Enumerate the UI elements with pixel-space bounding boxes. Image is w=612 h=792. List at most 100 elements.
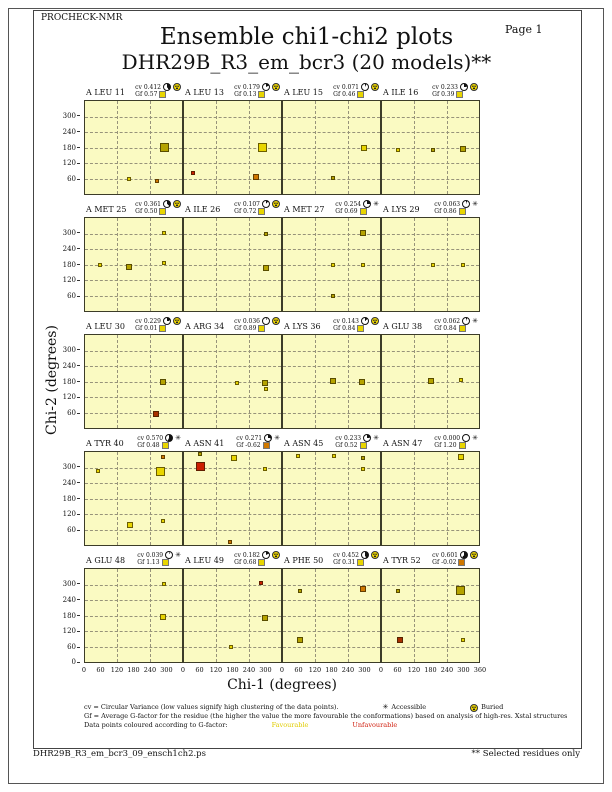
legend-line-1: cv = Circular Variance (low values signi… [84, 703, 554, 712]
gf-square-icon [159, 208, 167, 215]
plot-area [381, 334, 480, 429]
gridline-h-240 [85, 249, 182, 250]
data-point [230, 454, 237, 461]
gridline-v-240 [446, 452, 448, 545]
gridline-h-180 [283, 498, 380, 500]
buried-icon [470, 703, 479, 712]
y-tick-240: 240 [60, 362, 80, 370]
plot-area [381, 217, 480, 312]
data-point [263, 264, 270, 271]
gridline-h-240 [85, 483, 182, 484]
cv-value: cv 0.036 [234, 317, 260, 325]
gridline-v-240 [347, 101, 349, 194]
gf-row: Gf 0.48 [137, 442, 169, 449]
y-tick-120: 120 [60, 393, 80, 401]
gridline-h-60 [85, 295, 182, 297]
residue-label: A LEU 15 [284, 88, 323, 97]
gf-row: Gf 0.13 [234, 91, 266, 98]
gridline-h-180 [382, 615, 479, 617]
plot-cell-a-lys-36: A LYS 36 cv 0.143 Gf 0.84 [282, 312, 381, 429]
plot-cell-a-leu-30: A LEU 30 cv 0.229 Gf 0.01 [84, 312, 183, 429]
gf-square-icon [458, 208, 466, 215]
gf-row: Gf 0.46 [333, 91, 365, 98]
plot-cell-a-glu-38: A GLU 38 cv 0.062 ✳ Gf 0.84 [381, 312, 480, 429]
plot-area [381, 100, 480, 195]
gf-row: Gf 1.20 [434, 442, 466, 449]
cv-value: cv 0.570 [137, 434, 164, 442]
plot-area [381, 451, 480, 546]
plot-area [183, 100, 282, 195]
legend-favourable-label: Favourable [271, 721, 309, 729]
cv-row: cv 0.452 [333, 551, 379, 559]
gridline-v-120 [216, 452, 218, 545]
output-filename: DHR29B_R3_em_bcr3_09_ensch1ch2.ps [33, 749, 206, 759]
plot-header: A TYR 40 cv 0.570 ✳ Gf 0.48 [84, 431, 183, 449]
x-tick-180: 180 [226, 666, 239, 674]
cv-pie-icon [262, 200, 270, 208]
gridline-v-120 [315, 101, 317, 194]
plot-header: A ASN 47 cv 0.000 ✳ Gf 1.20 [381, 431, 480, 449]
x-tick-120: 120 [308, 666, 322, 674]
plot-header: A MET 25 cv 0.361 Gf 0.50 [84, 197, 183, 215]
gf-row: Gf 0.01 [135, 325, 167, 332]
gridline-v-120 [414, 452, 416, 545]
gridline-h-120 [283, 631, 380, 632]
x-tick-240: 240 [242, 666, 256, 674]
data-point [161, 260, 166, 265]
gf-square-icon [161, 442, 169, 449]
gf-row: Gf 1.13 [137, 559, 169, 566]
cv-row: cv 0.107 [234, 200, 280, 208]
cv-gf-block: cv 0.000 ✳ Gf 1.20 [434, 434, 480, 449]
data-point [330, 377, 337, 384]
selected-residues-note: ** Selected residues only [471, 749, 580, 759]
gf-square-icon [357, 91, 365, 98]
cv-gf-block: cv 0.143 Gf 0.84 [333, 317, 381, 332]
plot-cell-a-tyr-40: A TYR 40 cv 0.570 ✳ Gf 0.48 [84, 429, 183, 546]
gf-square-icon [262, 442, 270, 449]
accessible-icon: ✳ [373, 433, 379, 442]
gf-square-icon [258, 325, 266, 332]
x-tick-0: 0 [81, 666, 87, 674]
gridline-v-120 [414, 335, 416, 428]
cv-value: cv 0.229 [135, 317, 161, 325]
y-tick-180: 180 [60, 612, 80, 620]
gridline-h-60 [184, 529, 281, 531]
cv-value: cv 0.143 [333, 317, 359, 325]
gridline-v-120 [315, 569, 317, 662]
gridline-h-300 [382, 467, 479, 469]
data-point [253, 174, 260, 181]
gridline-h-120 [283, 163, 380, 164]
plot-area [84, 217, 183, 312]
gf-value: Gf -0.62 [236, 442, 261, 449]
plot-header: A GLU 38 cv 0.062 ✳ Gf 0.84 [381, 314, 480, 332]
data-point [261, 380, 268, 387]
gridline-h-300 [283, 116, 380, 118]
residue-label: A GLU 38 [383, 322, 423, 331]
y-tick-180: 180 [60, 378, 80, 386]
cv-gf-block: cv 0.062 ✳ Gf 0.84 [434, 317, 480, 332]
gridline-h-240 [382, 132, 479, 133]
plot-header: A LYS 29 cv 0.063 ✳ Gf 0.86 [381, 197, 480, 215]
gridline-v-240 [248, 218, 250, 311]
residue-label: A ASN 47 [383, 439, 423, 448]
x-tick-120: 120 [407, 666, 421, 674]
gf-square-icon [458, 559, 466, 566]
legend-colour-text: Data points coloured according to G-fact… [84, 721, 228, 729]
cv-gf-block: cv 0.036 Gf 0.89 [234, 317, 282, 332]
gridline-v-120 [117, 335, 119, 428]
gridline-h-60 [382, 178, 479, 180]
gf-square-icon [159, 325, 167, 332]
gridline-h-120 [85, 163, 182, 164]
data-point [261, 614, 268, 621]
buried-icon [272, 200, 280, 208]
cv-gf-block: cv 0.233 Gf 0.39 [432, 83, 480, 98]
cv-value: cv 0.039 [137, 551, 164, 559]
gridline-v-240 [248, 569, 250, 662]
plot-header: A GLU 48 cv 0.039 ✳ Gf 1.13 [84, 548, 183, 566]
cv-pie-icon [462, 434, 471, 442]
gf-square-icon [161, 559, 169, 566]
cv-pie-icon [460, 83, 468, 91]
x-tick-300: 300 [259, 666, 272, 674]
plot-header: A MET 27 cv 0.254 ✳ Gf 0.69 [282, 197, 381, 215]
residue-label: A LEU 13 [185, 88, 224, 97]
